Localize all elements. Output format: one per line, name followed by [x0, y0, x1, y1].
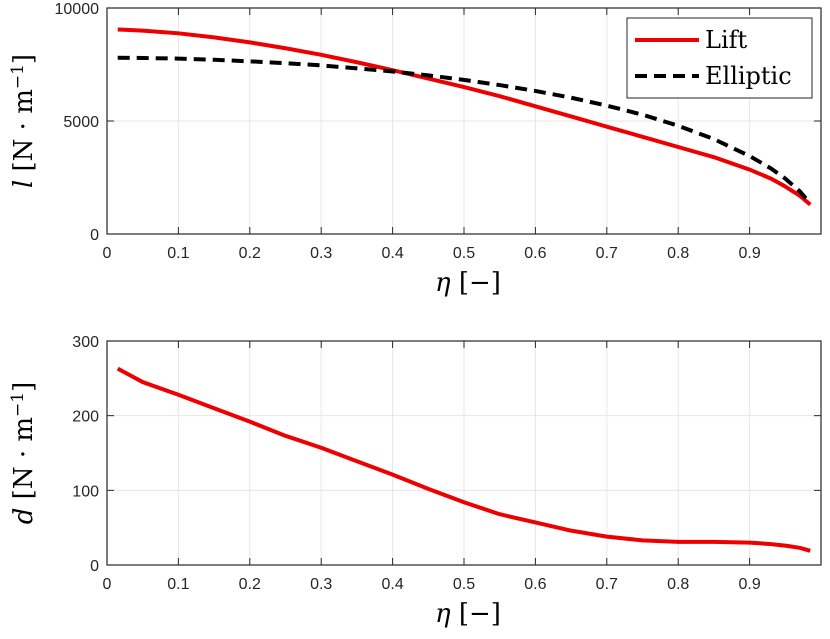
x-tick-label: 0.6	[524, 576, 546, 593]
y-tick-label: 100	[72, 483, 99, 500]
y-axis-unit-exponent: −1	[8, 392, 28, 417]
y-axis-unit: [N · m	[9, 89, 39, 171]
x-tick-label: 0.9	[738, 245, 760, 262]
x-tick-label: 0.2	[239, 576, 261, 593]
y-axis-unit-close: ]	[9, 382, 39, 392]
legend-label-lift: Lift	[705, 26, 747, 54]
y-tick-label: 200	[72, 409, 99, 426]
y-axis-unit: [N · m	[9, 417, 39, 499]
x-tick-label: 0.1	[167, 245, 189, 262]
y-axis-title: l [N · m−1]	[8, 54, 39, 188]
x-tick-label: 0.3	[310, 576, 332, 593]
legend-label-elliptic: Elliptic	[705, 62, 792, 90]
x-tick-label: 0.6	[524, 245, 546, 262]
x-tick-label: 0.4	[381, 576, 403, 593]
y-tick-label: 10000	[55, 1, 100, 18]
x-tick-label: 0.7	[596, 576, 618, 593]
x-tick-label: 0.8	[667, 245, 689, 262]
legend: Lift Elliptic	[626, 17, 813, 99]
x-tick-label: 0.5	[453, 576, 475, 593]
x-tick-label: 0	[103, 245, 112, 262]
x-tick-label: 0	[103, 576, 112, 593]
y-axis-title: d [N · m−1]	[8, 382, 39, 524]
x-axis-title: η [−]	[435, 268, 501, 298]
x-tick-label: 0.4	[381, 245, 403, 262]
x-tick-label: 0.9	[738, 576, 760, 593]
series-line-lift	[117, 27, 812, 207]
y-tick-label: 0	[90, 558, 99, 575]
x-tick-label: 0.8	[667, 576, 689, 593]
chart-panel-lift: 0 0.1 0.2 0.3 0.4 0.5 0.6 0.7 0.8 0.9 0 5000 10000 η …	[8, 1, 822, 298]
y-tick-label: 0	[90, 227, 99, 244]
legend-box	[626, 17, 813, 99]
y-axis-unit-exponent: −1	[8, 64, 28, 89]
y-axis-symbol: d	[9, 499, 39, 524]
x-axis-unit: [−]	[459, 599, 501, 629]
x-axis-unit: [−]	[459, 268, 501, 298]
series-line-drag	[116, 366, 811, 553]
x-tick-label: 0.2	[239, 245, 261, 262]
grid-lines	[107, 341, 821, 565]
x-tick-label: 0.1	[167, 576, 189, 593]
y-axis-symbol: l	[9, 171, 39, 188]
x-axis-symbol: η	[435, 599, 459, 629]
x-tick-label: 0.7	[596, 245, 618, 262]
x-axis-symbol: η	[435, 268, 459, 298]
x-axis-title: η [−]	[435, 599, 501, 629]
x-tick-label: 0.3	[310, 245, 332, 262]
chart-panel-drag: 0 0.1 0.2 0.3 0.4 0.5 0.6 0.7 0.8 0.9 0 100 200 300 η …	[8, 334, 822, 629]
y-tick-label: 5000	[63, 114, 99, 131]
y-tick-label: 300	[72, 334, 99, 351]
x-tick-label: 0.5	[453, 245, 475, 262]
series-line-elliptic	[117, 55, 812, 205]
y-axis-unit-close: ]	[9, 54, 39, 64]
